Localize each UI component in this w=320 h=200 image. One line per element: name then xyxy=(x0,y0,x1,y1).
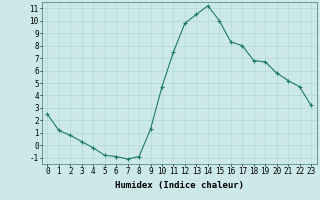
X-axis label: Humidex (Indice chaleur): Humidex (Indice chaleur) xyxy=(115,181,244,190)
